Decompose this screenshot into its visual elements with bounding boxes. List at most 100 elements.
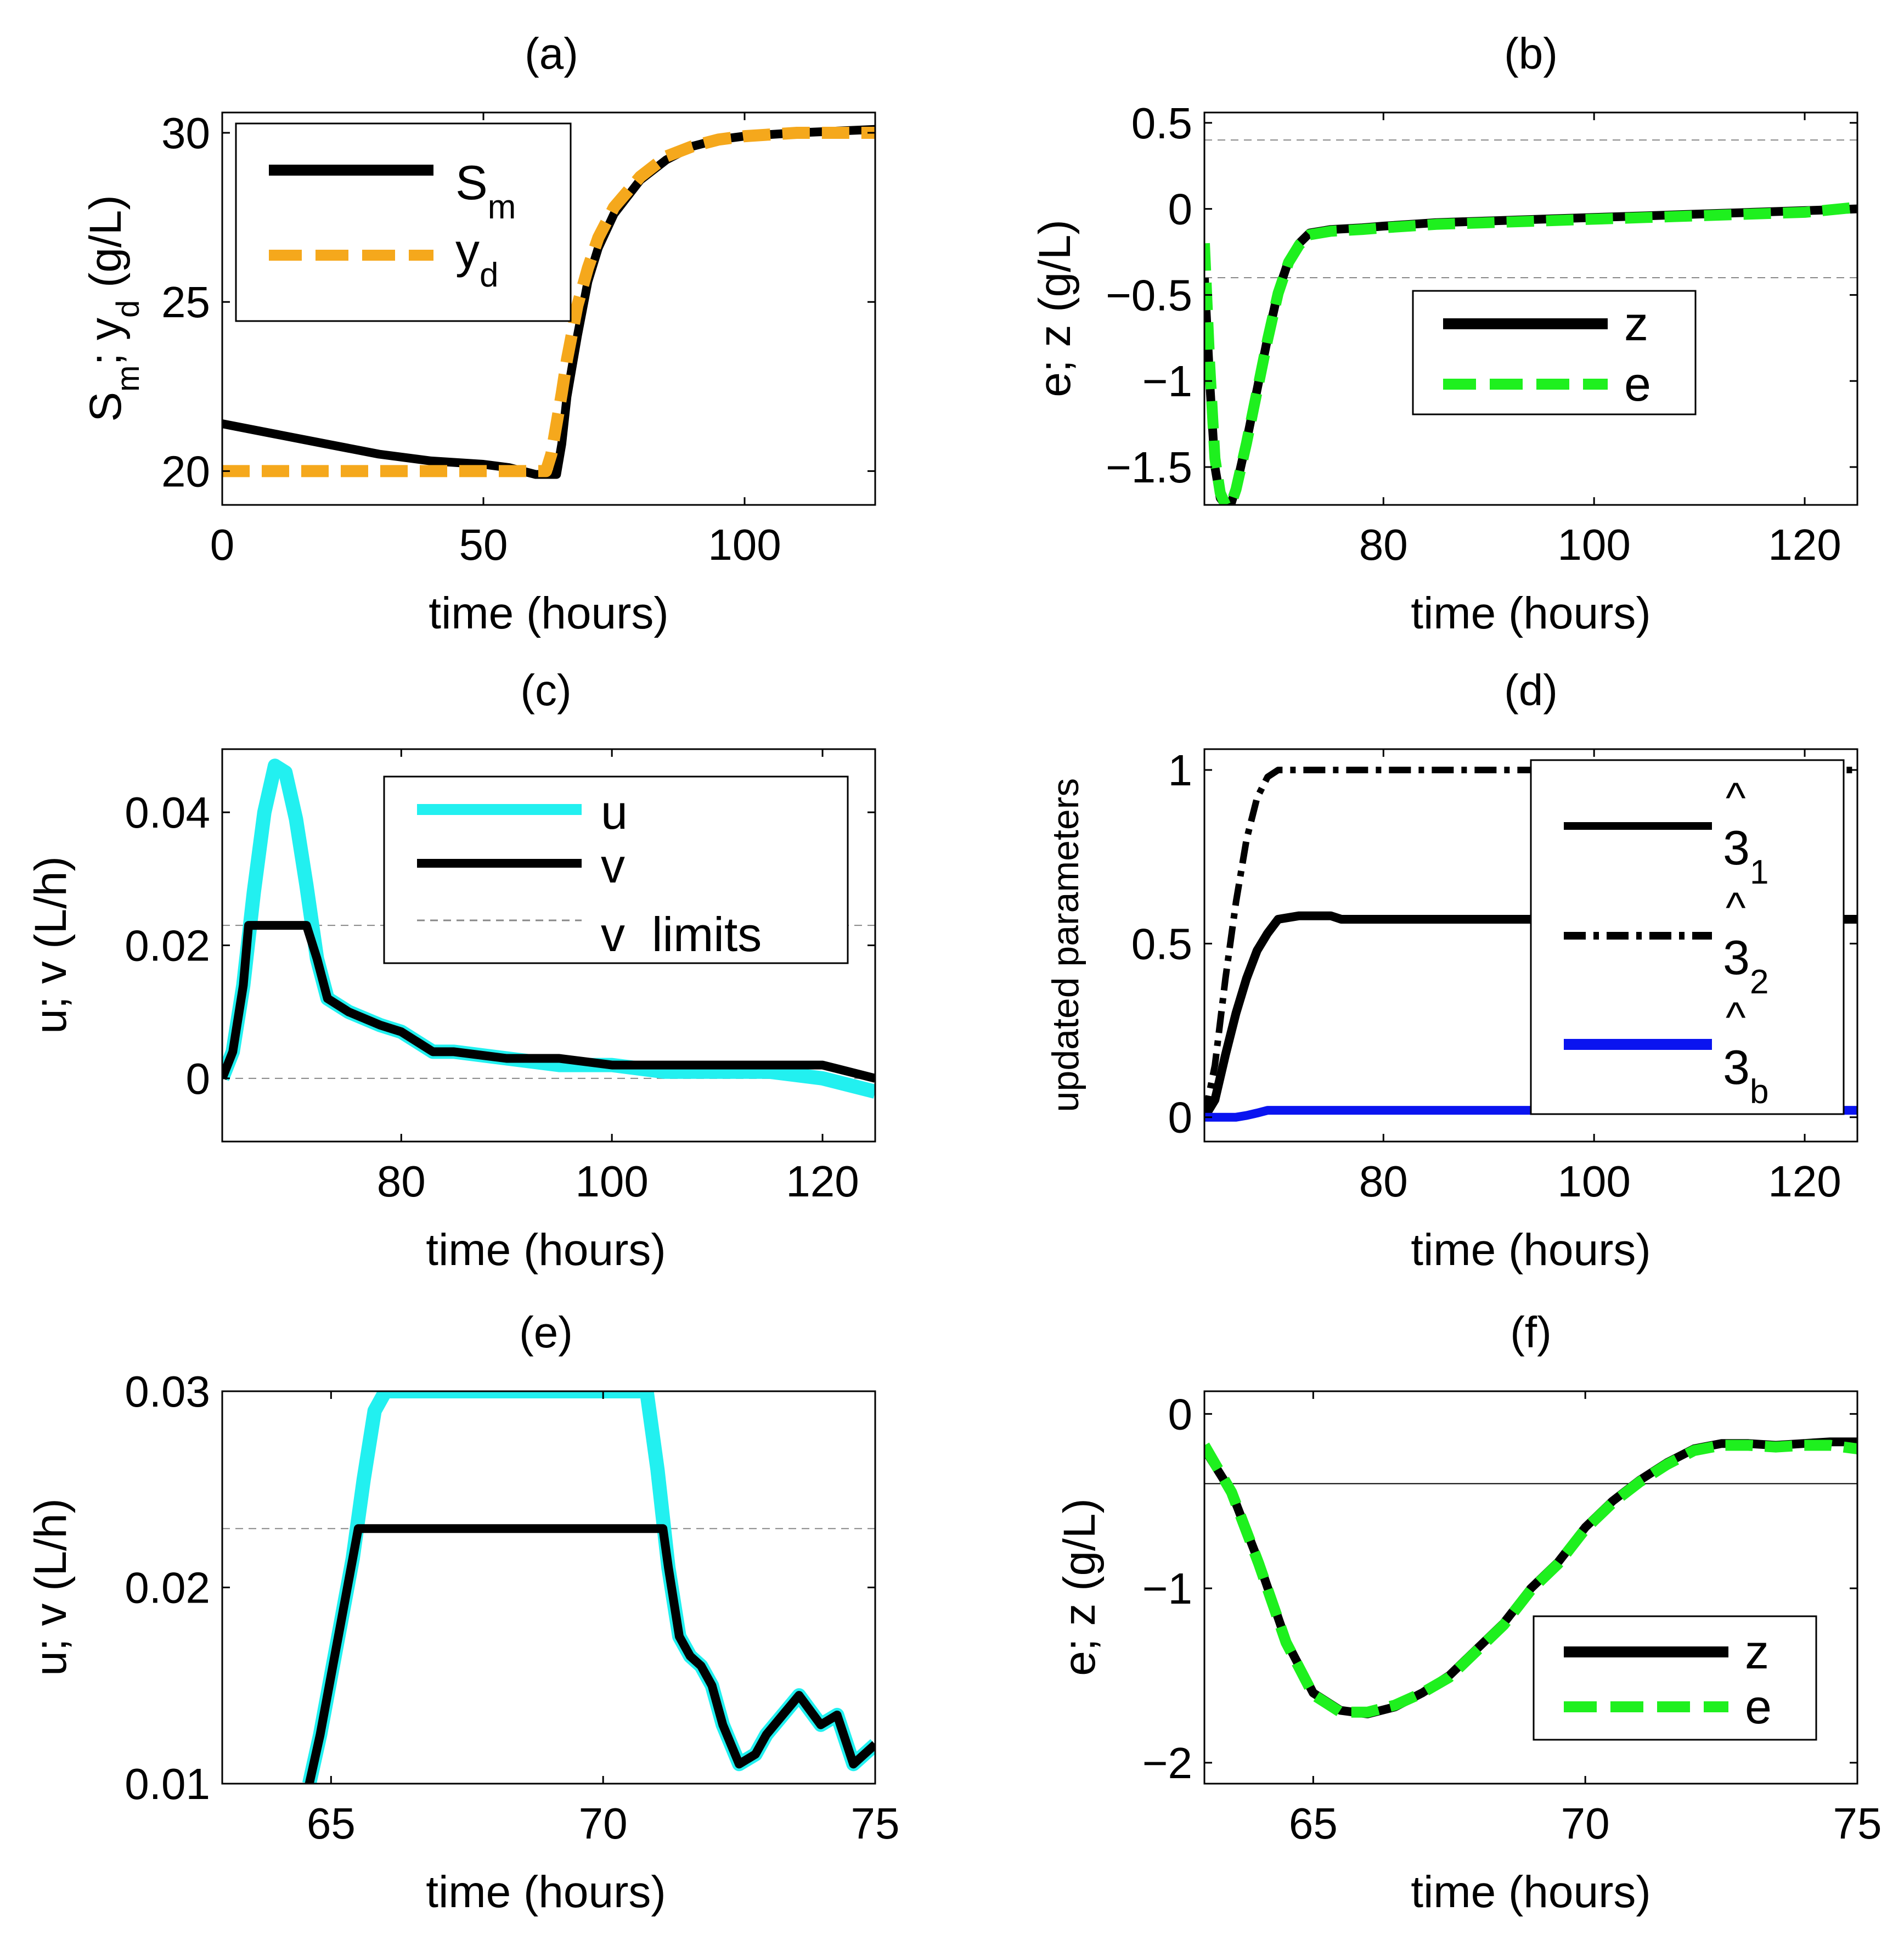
- panel-f-title: (f): [1510, 1308, 1552, 1357]
- panel-c-ytick-label: 0: [186, 1054, 211, 1103]
- panel-d-xtick-label: 120: [1768, 1157, 1841, 1206]
- panel-d-ytick-label: 1: [1168, 746, 1193, 795]
- panel-a-y-ticks: 20 25 30: [161, 109, 875, 496]
- panel-e-y-ticks: 0.01 0.02 0.03: [125, 1367, 875, 1808]
- panel-c-x-ticks: 80 100 120: [377, 749, 859, 1206]
- panel-f-plot-area: [1204, 1437, 1857, 1718]
- panel-f-axes-frame: [1203, 1390, 1858, 1785]
- panel-f-legend: z e: [1533, 1615, 1817, 1741]
- panel-a-xlabel: time (hours): [429, 588, 668, 638]
- panel-f-xlabel: time (hours): [1411, 1867, 1650, 1917]
- panel-b-x-ticks: 80 100 120: [1359, 113, 1841, 569]
- panel-c-xtick-label: 120: [786, 1157, 859, 1206]
- legend-a-label-sm: Sm: [455, 155, 516, 226]
- panel-a-x-ticks: 0 50 100: [210, 113, 781, 569]
- panel-a-ytick-label: 20: [161, 447, 210, 496]
- panel-b-title: (b): [1504, 29, 1558, 78]
- panel-a-series-y_d: [222, 127, 875, 477]
- legend-d-label-theta1: 31: [1723, 820, 1768, 891]
- panel-c-xlabel: time (hours): [426, 1225, 666, 1275]
- panel-b-ytick-label: 0: [1168, 185, 1193, 234]
- legend-b-label-e: e: [1624, 357, 1651, 411]
- legend-f-label-z: z: [1745, 1624, 1769, 1679]
- panel-b-axes-frame: [1203, 111, 1858, 506]
- panel-d-ytick-label: 0.5: [1131, 919, 1192, 968]
- panel-b-ytick-label: −0.5: [1106, 271, 1192, 319]
- panel-f-x-ticks: 65 70 75: [1289, 1391, 1882, 1848]
- panel-e-xlabel: time (hours): [426, 1867, 666, 1917]
- panel-c-xtick-label: 80: [377, 1157, 426, 1206]
- legend-c-label-u: u: [601, 785, 628, 839]
- panel-f-xtick-label: 70: [1561, 1799, 1610, 1848]
- panel-b-ylabel: e; z (g/L): [1030, 220, 1080, 397]
- panel-a-title: (a): [525, 29, 578, 78]
- panel-c-title: (c): [520, 666, 571, 715]
- panel-b-ytick-label: 0.5: [1131, 99, 1192, 148]
- panel-f-ytick-label: 0: [1168, 1390, 1193, 1438]
- panel-a-axes-frame: [221, 111, 876, 506]
- panel-c-ytick-label: 0.02: [125, 921, 210, 970]
- panel-b-legend: z e: [1412, 290, 1697, 415]
- panel-f-legend-box: [1533, 1615, 1817, 1741]
- panel-a-ytick-label: 30: [161, 109, 210, 158]
- panel-d-title: (d): [1504, 666, 1558, 715]
- panel-f-ylabel: e; z (g/L): [1055, 1498, 1105, 1676]
- panel-f-xtick-label: 65: [1289, 1799, 1338, 1848]
- panel-e-ytick-label: 0.01: [125, 1760, 210, 1808]
- panel-a: (a) 0 50 100 20 25 30 time (hours) Sm; yd (g…: [81, 29, 876, 638]
- panel-d-y-ticks: 00.51: [1131, 746, 1857, 1142]
- panel-d-xlabel: time (hours): [1411, 1225, 1650, 1275]
- panel-b-ytick-label: −1: [1142, 357, 1192, 406]
- panel-b-legend-box: [1412, 290, 1697, 415]
- legend-d-hat-theta1: ^: [1726, 773, 1746, 822]
- panel-d-xtick-label: 80: [1359, 1157, 1408, 1206]
- panel-a-xtick-label: 50: [459, 520, 508, 569]
- panel-e-ylabel: u; v (L/h): [26, 1498, 76, 1676]
- panel-c: (c) 80 100 120 0 0.02 0.04 time (hours) u; v…: [26, 666, 876, 1275]
- panel-d-xtick-label: 100: [1557, 1157, 1630, 1206]
- panel-a-xtick-label: 0: [210, 520, 235, 569]
- panel-b-xlabel: time (hours): [1411, 588, 1650, 638]
- panel-b: (b) 80 100 120 −1.5 −1 −0.5 0 0.5 time (hours)…: [1030, 29, 1858, 638]
- panel-d-x-ticks: 80 100 120: [1359, 749, 1841, 1206]
- legend-f-label-e: e: [1745, 1679, 1772, 1734]
- legend-c-label-v: v: [601, 839, 625, 893]
- panel-c-ytick-label: 0.04: [125, 788, 210, 837]
- panel-e-x-ticks: 65 70 75: [307, 1391, 900, 1848]
- legend-a-label-yd: yd: [455, 223, 498, 294]
- panel-d-ylabel: updated parameters: [1045, 778, 1086, 1112]
- panel-c-legend: u v v limits: [383, 775, 849, 964]
- panel-f-xtick-label: 75: [1833, 1799, 1882, 1848]
- panel-c-xtick-label: 100: [575, 1157, 648, 1206]
- legend-d-label-thetab: 3b: [1723, 1040, 1768, 1111]
- panel-e-series-v: [305, 1524, 875, 1784]
- panel-b-y-ticks: −1.5 −1 −0.5 0 0.5: [1106, 99, 1857, 492]
- panel-f-y-ticks: −2 −1 0: [1142, 1390, 1857, 1787]
- legend-d-hat-thetab: ^: [1726, 993, 1746, 1041]
- panel-a-plot-area: [222, 125, 875, 479]
- panel-e-xtick-label: 70: [579, 1799, 628, 1848]
- panel-f-series-e: [1204, 1440, 1857, 1718]
- panel-b-plot-area: [1204, 139, 1857, 505]
- panel-f-ytick-label: −2: [1142, 1739, 1192, 1787]
- panel-a-ytick-label: 25: [161, 278, 210, 327]
- panel-c-ylabel: u; v (L/h): [26, 856, 76, 1034]
- panel-b-xtick-label: 80: [1359, 520, 1408, 569]
- panel-b-ytick-label: −1.5: [1106, 443, 1192, 492]
- legend-d-hat-theta2: ^: [1726, 883, 1746, 931]
- panel-f: (f) 65 70 75 −2 −1 0 time (hours) e; z (g/L)…: [1055, 1308, 1882, 1917]
- panel-f-ytick-label: −1: [1142, 1564, 1192, 1613]
- panel-e-title: (e): [519, 1308, 573, 1357]
- legend-b-label-z: z: [1624, 296, 1648, 351]
- panel-d-legend: ^ 31 ^ 32 ^ 3b: [1530, 759, 1845, 1115]
- panel-b-series-e: [1204, 201, 1857, 505]
- panel-a-xtick-label: 100: [708, 520, 781, 569]
- panel-e-series-u: [302, 1391, 875, 1784]
- legend-c-label-limits: v limits: [601, 907, 762, 962]
- panel-e-ytick-label: 0.02: [125, 1564, 210, 1612]
- panel-d-axes-frame: [1203, 748, 1858, 1143]
- panel-a-ylabel: Sm; yd (g/L): [81, 195, 146, 421]
- panel-e-xtick-label: 75: [851, 1799, 900, 1848]
- panel-e-plot-area: [222, 1391, 875, 1784]
